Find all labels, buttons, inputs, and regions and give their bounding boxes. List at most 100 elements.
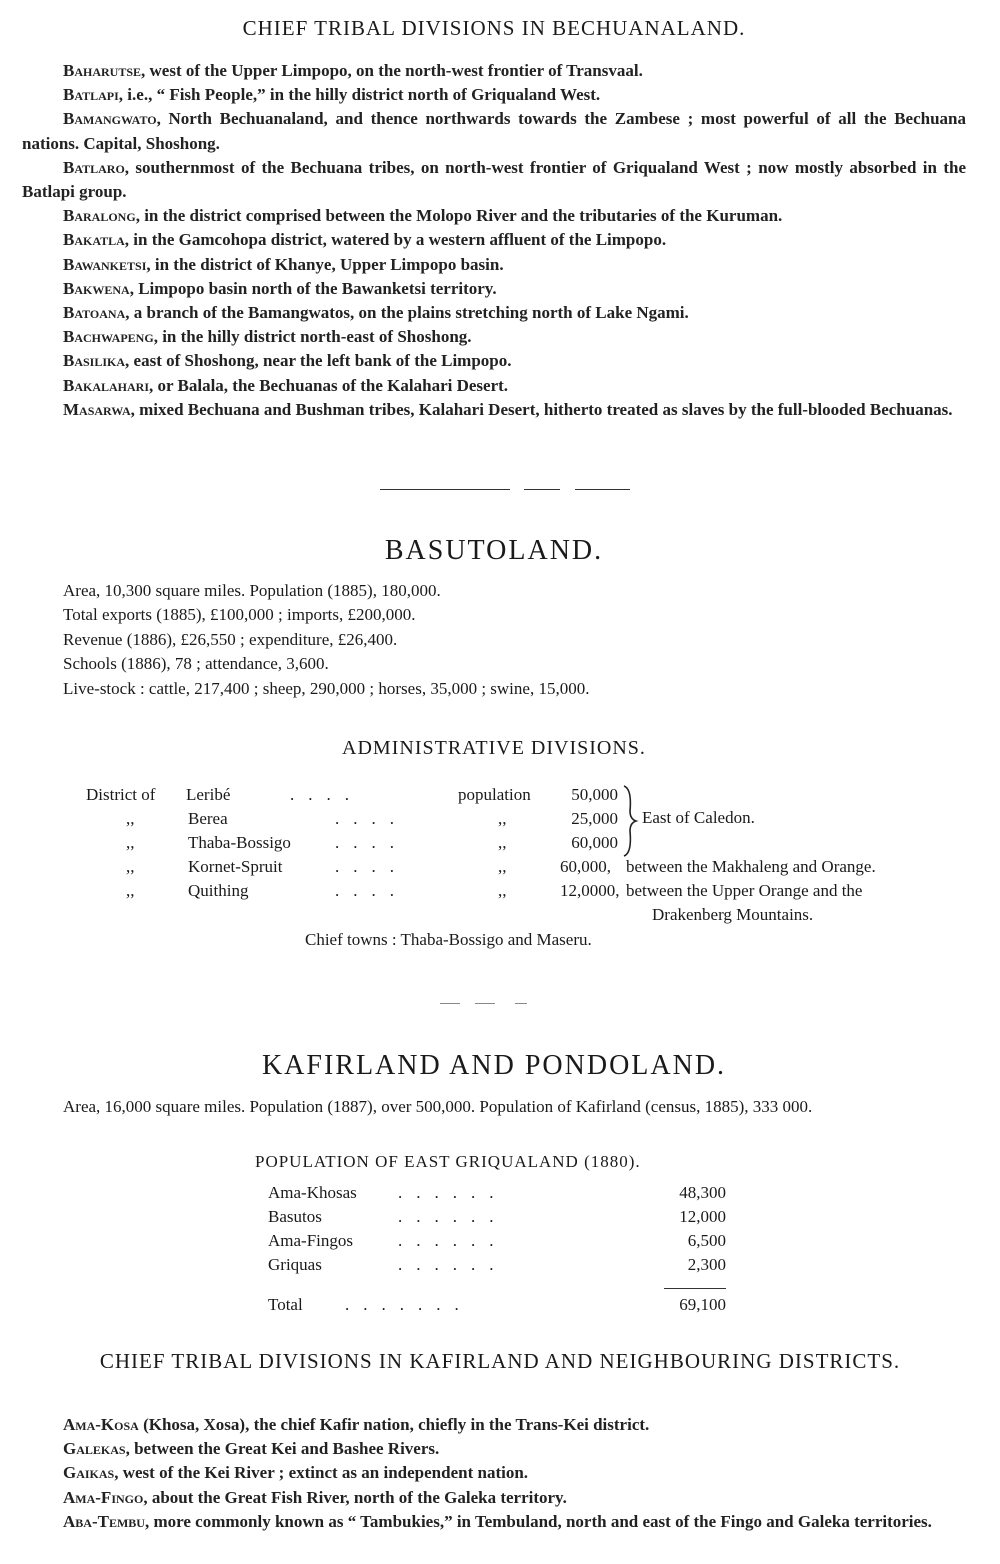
leader-dots: ......	[398, 1231, 508, 1250]
kafirland-intro-wrap: Area, 16,000 square miles. Population (1…	[22, 1095, 966, 1119]
leader-dots: ....	[335, 881, 408, 900]
tribe-entry: Batoana, a branch of the Bamangwatos, on…	[22, 301, 966, 325]
division-value: 60,000,	[560, 857, 611, 876]
tribe-name: Bawanketsi	[63, 254, 147, 274]
division-prefix: ,,	[126, 881, 135, 900]
tribe-entry: Bakwena, Limpopo basin north of the Bawa…	[22, 277, 966, 301]
division-value: 25,000	[571, 809, 618, 828]
tribe-name: Gaikas	[63, 1463, 115, 1483]
brace-icon	[623, 785, 639, 857]
tribe-description: , or Balala, the Bechuanas of the Kalaha…	[149, 375, 509, 395]
tribe-name: Batlapi	[63, 85, 119, 105]
tribe-description: , mixed Bechuana and Bushman tribes, Kal…	[130, 399, 953, 419]
tribe-description: , southernmost of the Bechuana tribes, o…	[22, 157, 966, 202]
tribe-entry: Gaikas, west of the Kei River ; extinct …	[22, 1461, 966, 1485]
tribe-description: , more commonly known as “ Tambukies,” i…	[144, 1511, 932, 1531]
division-note: between the Makhaleng and Orange.	[626, 857, 876, 876]
tribe-description: , a branch of the Bamangwatos, on the pl…	[125, 303, 689, 323]
kafirland-intro: Area, 16,000 square miles. Population (1…	[63, 1097, 813, 1116]
division-label: ,,	[498, 833, 507, 852]
tribe-description: , North Bechuanaland, and thence northwa…	[22, 109, 966, 153]
tribe-description: , Limpopo basin north of the Bawanketsi …	[129, 278, 497, 298]
tribe-description: , west of the Upper Limpopo, on the nort…	[141, 61, 643, 80]
leader-dots: ....	[335, 809, 408, 828]
tribe-entry: Baralong, in the district comprised betw…	[22, 204, 966, 228]
tribe-name: Bachwapeng	[63, 327, 154, 347]
divider	[515, 1003, 527, 1004]
population-row-name: Griquas	[268, 1255, 322, 1274]
tribe-name: Baralong	[63, 206, 136, 226]
division-value: 60,000	[571, 833, 618, 852]
tribe-entry: Bakatla, in the Gamcohopa district, wate…	[22, 228, 966, 252]
tribe-entry: Bawanketsi, in the district of Khanye, U…	[22, 253, 966, 277]
brace-note: East of Caledon.	[642, 808, 755, 827]
population-row-value: 2,300	[687, 1255, 726, 1274]
section-title-basutoland: BASUTOLAND.	[384, 535, 604, 566]
tribe-name: Masarwa	[63, 399, 131, 419]
section-title-kafir-tribes: CHIEF TRIBAL DIVISIONS IN KAFIRLAND AND …	[99, 1349, 901, 1373]
tribe-description: , in the hilly district north-east of Sh…	[153, 327, 472, 347]
tribe-description: , east of Shoshong, near the left bank o…	[125, 351, 512, 371]
division-label: ,,	[498, 857, 507, 876]
leader-dots: ......	[398, 1207, 508, 1226]
bechuanaland-tribes-list: Baharutse, west of the Upper Limpopo, on…	[22, 59, 966, 422]
tribe-description: , west of the Kei River ; extinct as an …	[114, 1463, 529, 1483]
division-value: 12,0000,	[560, 881, 620, 900]
tribe-description: , between the Great Kei and Bashee River…	[125, 1439, 440, 1459]
tribe-name: Bakwena	[63, 278, 130, 298]
stat-line: Area, 10,300 square miles. Population (1…	[63, 581, 441, 600]
tribe-name: Baharutse	[63, 61, 142, 80]
tribe-name: Batlaro	[63, 157, 125, 177]
total-rule	[664, 1288, 726, 1289]
tribe-entry: Batlaro, southernmost of the Bechuana tr…	[22, 156, 966, 204]
tribe-description: , i.e., “ Fish People,” in the hilly dis…	[118, 85, 601, 105]
tribe-entry: Galekas, between the Great Kei and Bashe…	[22, 1437, 966, 1461]
tribe-name: Basilika	[63, 351, 126, 371]
tribe-name: Ama-Kosa	[63, 1415, 139, 1434]
tribe-description: , about the Great Fish River, north of t…	[143, 1487, 567, 1507]
division-name: Thaba-Bossigo	[188, 833, 291, 852]
tribe-name: Bakalahari	[63, 375, 150, 395]
population-row-name: Ama-Fingos	[268, 1231, 353, 1250]
tribe-entry: Baharutse, west of the Upper Limpopo, on…	[22, 59, 966, 83]
division-name: Quithing	[188, 881, 249, 900]
kafir-tribes-list: Ama-Kosa (Khosa, Xosa), the chief Kafir …	[22, 1413, 966, 1534]
tribe-entry: Bakalahari, or Balala, the Bechuanas of …	[22, 374, 966, 398]
tribe-name: Bamangwato	[63, 109, 157, 129]
divider	[440, 1003, 460, 1004]
stat-line: Revenue (1886), £26,550 ; expenditure, £…	[63, 629, 398, 649]
stat-line: Live-stock : cattle, 217,400 ; sheep, 29…	[63, 678, 590, 698]
tribe-entry: Aba-Tembu, more commonly known as “ Tamb…	[22, 1510, 966, 1534]
division-name: Kornet-Spruit	[188, 857, 283, 876]
tribe-description: , in the district comprised between the …	[135, 206, 783, 226]
stat-line: Schools (1886), 78 ; attendance, 3,600.	[63, 654, 329, 674]
division-prefix: ,,	[126, 833, 135, 852]
division-label: ,,	[498, 881, 507, 900]
tribe-name: Galekas	[63, 1439, 126, 1459]
population-row-value: 48,300	[679, 1183, 726, 1202]
division-label: population	[458, 785, 531, 804]
division-name: Berea	[188, 809, 228, 828]
tribe-description: , in the Gamcohopa district, watered by …	[124, 230, 667, 250]
division-note: between the Upper Orange and the	[626, 881, 863, 900]
total-value: 69,100	[679, 1295, 726, 1314]
section-title-kafirland: KAFIRLAND AND PONDOLAND.	[261, 1050, 727, 1081]
tribe-entry: Masarwa, mixed Bechuana and Bushman trib…	[22, 398, 966, 422]
leader-dots: .......	[345, 1295, 473, 1314]
stat-line: Total exports (1885), £100,000 ; imports…	[63, 605, 416, 625]
tribe-name: Bakatla	[63, 230, 125, 250]
tribe-entry: Batlapi, i.e., “ Fish People,” in the hi…	[22, 83, 966, 107]
tribe-entry: Ama-Fingo, about the Great Fish River, n…	[22, 1486, 966, 1510]
tribe-name: Batoana	[63, 303, 126, 323]
division-value: 50,000	[571, 785, 618, 804]
tribe-entry: Ama-Kosa (Khosa, Xosa), the chief Kafir …	[22, 1413, 966, 1437]
leader-dots: ....	[290, 785, 363, 804]
population-row-value: 6,500	[687, 1231, 726, 1250]
quithing-note-cont: Drakenberg Mountains.	[652, 905, 814, 924]
divider	[475, 1003, 495, 1004]
division-prefix: District of	[86, 785, 156, 804]
leader-dots: ....	[335, 857, 408, 876]
division-prefix: ,,	[126, 809, 135, 828]
divider	[524, 489, 560, 490]
population-row-value: 12,000	[679, 1207, 726, 1226]
